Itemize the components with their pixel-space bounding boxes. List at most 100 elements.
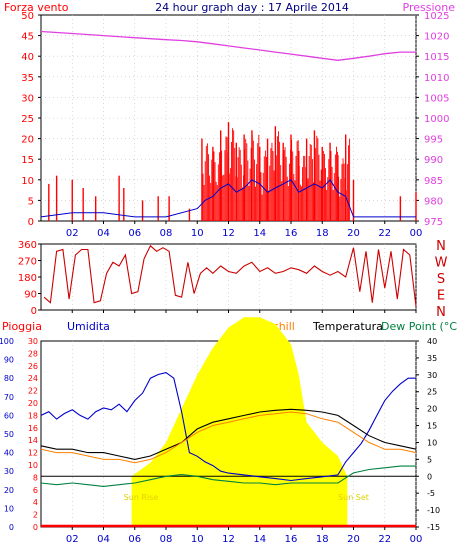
wind-time-label: 16 xyxy=(285,228,298,239)
wind-time-label: 02 xyxy=(66,228,79,239)
humidity-tick-label: 60 xyxy=(4,411,14,420)
rain-tick-label: 16 xyxy=(28,424,38,433)
wind-time-label: 06 xyxy=(128,228,141,239)
temp-humidity-panel: 0246810121416182022242628300102030405060… xyxy=(0,317,440,532)
temp-tick-label: 35 xyxy=(427,354,437,363)
pressure-tick-label: 990 xyxy=(424,155,443,166)
rain-tick-label: 4 xyxy=(33,498,38,507)
rain-tick-label: 12 xyxy=(28,449,38,458)
wind-tick-label: 15 xyxy=(21,155,34,166)
temp-time-label: 00 xyxy=(410,534,423,545)
winddir-tick-label: 180 xyxy=(18,273,37,284)
pressure-line xyxy=(40,30,416,61)
wind-time-label: 10 xyxy=(191,228,204,239)
temp-tick-label: -15 xyxy=(427,523,440,532)
rain-axis-title: Pioggia xyxy=(2,320,42,333)
windchill-line xyxy=(40,411,417,464)
wind-time-label: 12 xyxy=(222,228,235,239)
humidity-tick-label: 20 xyxy=(4,486,14,495)
pressure-tick-label: 1020 xyxy=(424,32,449,43)
compass-label: W xyxy=(435,256,448,271)
pressure-tick-label: 975 xyxy=(424,217,443,228)
humidity-tick-label: 30 xyxy=(4,467,14,476)
pressure-axis-title: Pressione xyxy=(403,1,456,14)
temp-time-label: 08 xyxy=(160,534,173,545)
winddir-tick-label: 270 xyxy=(18,257,37,268)
temp-time-label: 22 xyxy=(378,534,391,545)
wind-tick-label: 10 xyxy=(21,176,34,187)
dewpoint-label: Dew Point (°C xyxy=(381,320,457,333)
sunset-label: Sun Set xyxy=(338,493,369,502)
wind-tick-label: 25 xyxy=(21,114,34,125)
wind-time-label: 20 xyxy=(347,228,360,239)
rain-tick-label: 10 xyxy=(28,461,38,470)
chart-title: 24 hour graph day : 17 Aprile 2014 xyxy=(155,1,349,14)
wind-tick-label: 20 xyxy=(21,135,34,146)
pressure-tick-label: 1000 xyxy=(424,114,449,125)
temp-time-label: 12 xyxy=(222,534,235,545)
humidity-line xyxy=(40,372,416,482)
wind-tick-label: 35 xyxy=(21,73,34,84)
rain-tick-label: 18 xyxy=(28,411,38,420)
temp-time-label: 14 xyxy=(253,534,266,545)
rain-tick-label: 24 xyxy=(28,374,38,383)
avgwind-line xyxy=(40,178,416,218)
humidity-tick-label: 0 xyxy=(9,523,14,532)
wind-time-label: 14 xyxy=(253,228,266,239)
wind-time-label: 18 xyxy=(316,228,329,239)
rain-tick-label: 6 xyxy=(33,486,38,495)
temp-tick-label: 15 xyxy=(427,422,437,431)
pressure-tick-label: 1025 xyxy=(424,11,449,22)
humidity-tick-label: 40 xyxy=(4,449,14,458)
winddir-tick-label: 360 xyxy=(18,240,37,251)
temp-time-label: 20 xyxy=(347,534,360,545)
temp-tick-label: -10 xyxy=(427,506,440,515)
temp-tick-label: 20 xyxy=(427,405,437,414)
compass-label: N xyxy=(436,305,446,320)
wind-time-label: 08 xyxy=(160,228,173,239)
temp-tick-label: 0 xyxy=(427,472,432,481)
temperature-line xyxy=(40,408,417,460)
rain-tick-label: 8 xyxy=(33,473,38,482)
wind-time-label: 00 xyxy=(410,228,423,239)
wind-time-label: 04 xyxy=(97,228,110,239)
temp-tick-label: -5 xyxy=(427,489,435,498)
rain-tick-label: 20 xyxy=(28,399,38,408)
compass-label: S xyxy=(437,272,445,287)
pressure-tick-label: 1015 xyxy=(424,52,449,63)
rain-tick-label: 0 xyxy=(33,523,38,532)
wind-tick-label: 0 xyxy=(28,217,34,228)
humidity-tick-label: 80 xyxy=(4,374,14,383)
temp-time-label: 16 xyxy=(285,534,298,545)
temp-tick-label: 10 xyxy=(427,438,437,447)
temp-time-label: 02 xyxy=(66,534,79,545)
rain-tick-label: 14 xyxy=(28,436,38,445)
humidity-tick-label: 50 xyxy=(4,430,14,439)
sunrise-label: Sun Rise xyxy=(124,493,159,502)
humidity-tick-label: 10 xyxy=(4,504,14,513)
temp-tick-label: 25 xyxy=(427,388,437,397)
rain-tick-label: 2 xyxy=(33,511,38,520)
winddir-line xyxy=(43,244,417,307)
wind-tick-label: 40 xyxy=(21,52,34,63)
temp-tick-label: 30 xyxy=(427,371,437,380)
pressure-tick-label: 985 xyxy=(424,176,443,187)
humidity-tick-label: 100 xyxy=(0,337,14,346)
humidity-tick-label: 70 xyxy=(4,393,14,402)
winddir-tick-label: 0 xyxy=(31,306,37,317)
dewpoint-line xyxy=(40,465,416,487)
humidity-tick-label: 90 xyxy=(4,356,14,365)
compass-label: E xyxy=(437,289,445,304)
humidity-axis-title: Umidita xyxy=(67,320,110,333)
wind-tick-label: 45 xyxy=(21,32,34,43)
rain-tick-label: 26 xyxy=(28,362,38,371)
temp-time-label: 18 xyxy=(316,534,329,545)
temp-time-label: 10 xyxy=(191,534,204,545)
pressure-tick-label: 1010 xyxy=(424,73,449,84)
rain-tick-label: 30 xyxy=(28,337,38,346)
winddir-tick-label: 90 xyxy=(24,290,37,301)
pressure-tick-label: 995 xyxy=(424,135,443,146)
compass-label: N xyxy=(436,239,446,254)
temp-time-label: 06 xyxy=(128,534,141,545)
pressure-tick-label: 1005 xyxy=(424,93,449,104)
